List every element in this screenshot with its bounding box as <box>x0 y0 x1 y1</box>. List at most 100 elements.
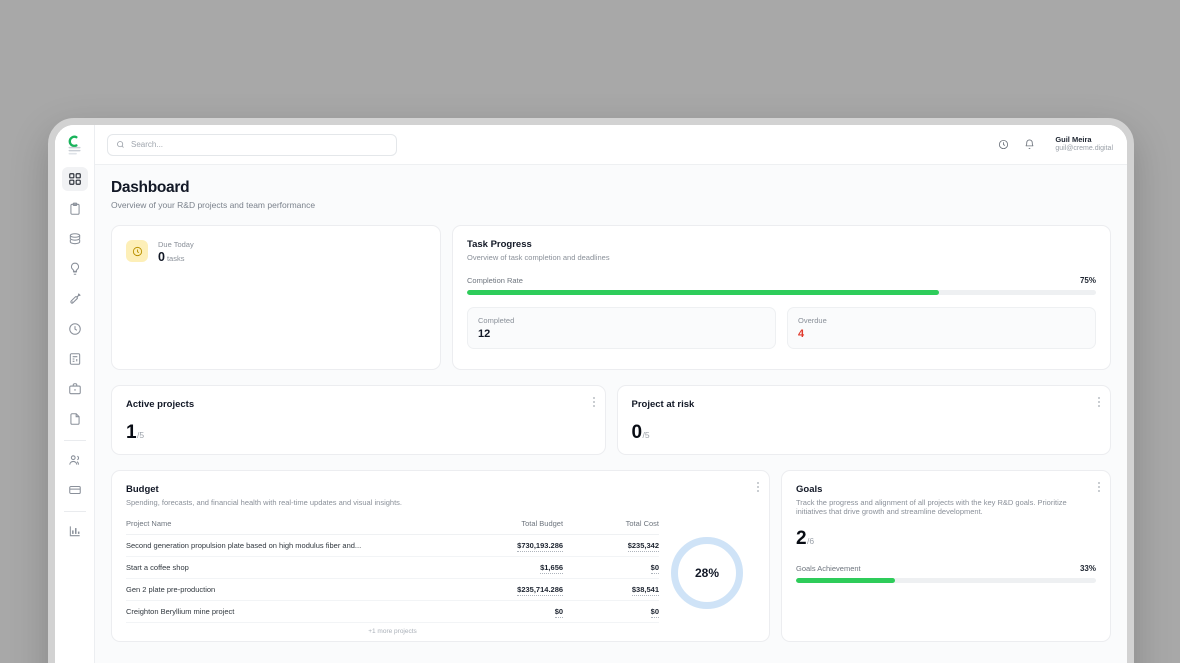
project-at-risk-title: Project at risk <box>631 399 695 410</box>
overdue-stat: Overdue 4 <box>787 307 1096 349</box>
col-project-name: Project Name <box>126 519 457 535</box>
goals-total: /6 <box>806 536 815 546</box>
app-window: V1.0 Search... <box>48 118 1134 663</box>
search-input[interactable]: Search... <box>107 133 397 156</box>
sidebar-item-time-tracking[interactable] <box>62 317 88 341</box>
goals-subtitle: Track the progress and alignment of all … <box>796 498 1067 516</box>
goals-achievement-label: Goals Achievement <box>796 564 861 573</box>
dashboard-content: Dashboard Overview of your R&D projects … <box>95 165 1127 663</box>
user-name: Guil Meira <box>1055 135 1092 145</box>
page-title: Dashboard <box>111 179 190 196</box>
table-row[interactable]: Creighton Beryllium mine project $0 $0 <box>126 600 659 623</box>
table-row[interactable]: Second generation propulsion plate based… <box>126 534 659 557</box>
budget-menu-icon[interactable] <box>757 482 759 494</box>
completed-stat: Completed 12 <box>467 307 776 349</box>
sidebar-item-dashboard[interactable] <box>61 167 88 191</box>
due-today-count: 0 <box>158 250 165 264</box>
row-stats: Active projects 1/5 Project at risk 0/5 <box>111 385 1111 455</box>
user-profile[interactable]: Guil Meira guil@creme.digital <box>1055 135 1113 153</box>
table-row[interactable]: Start a coffee shop $1,656 $0 <box>126 556 659 579</box>
clock-icon <box>126 240 148 262</box>
budget-subtitle: Spending, forecasts, and financial healt… <box>126 498 402 507</box>
budget-card: Budget Spending, forecasts, and financia… <box>111 470 770 642</box>
table-row[interactable]: Gen 2 plate pre-production $235,714.286 $3… <box>126 578 659 601</box>
active-projects-card: Active projects 1/5 <box>111 385 606 455</box>
col-total-cost: Total Cost <box>563 519 659 535</box>
cell-project-name: Second generation propulsion plate based… <box>126 534 457 557</box>
clock-icon[interactable] <box>995 137 1011 153</box>
more-projects-label[interactable]: +1 more projects <box>368 628 417 635</box>
sidebar-item-portfolio[interactable] <box>62 377 88 401</box>
completion-rate-label: Completion Rate <box>467 276 523 285</box>
budget-title: Budget <box>126 484 159 495</box>
col-total-budget: Total Budget <box>456 519 564 535</box>
cell-total-cost[interactable]: $0 <box>563 556 659 579</box>
bell-icon[interactable] <box>1021 137 1037 153</box>
goals-card: Goals Track the progress and alignment o… <box>781 470 1111 642</box>
budget-table: Project Name Total Budget Total Cost Sec… <box>126 519 659 635</box>
sidebar-item-analytics[interactable] <box>62 519 88 543</box>
active-projects-count: 1 <box>126 422 137 443</box>
cell-project-name: Gen 2 plate pre-production <box>126 578 457 601</box>
sidebar-item-reports[interactable] <box>62 347 88 371</box>
active-projects-title: Active projects <box>126 399 195 410</box>
active-projects-menu-icon[interactable] <box>592 397 595 409</box>
budget-donut-ring: 28% <box>671 537 743 609</box>
completion-rate-bar <box>467 290 1096 295</box>
cell-total-budget[interactable]: $0 <box>456 600 564 623</box>
cell-project-name: Start a coffee shop <box>126 556 457 579</box>
active-projects-value: 1/5 <box>126 422 591 444</box>
project-at-risk-menu-icon[interactable] <box>1098 397 1100 409</box>
cell-total-cost[interactable]: $38,541 <box>563 578 659 601</box>
due-today-unit: tasks <box>166 254 185 263</box>
project-at-risk-card: Project at risk 0/5 <box>616 385 1111 455</box>
cell-total-budget[interactable]: $235,714.286 <box>456 578 564 601</box>
creme-logo-icon[interactable] <box>64 134 86 156</box>
row-budget-goals: Budget Spending, forecasts, and financia… <box>111 470 1111 642</box>
goals-achievement-fill <box>796 578 895 583</box>
due-today-value: 0 tasks <box>158 250 194 264</box>
cell-project-name: Creighton Beryllium mine project <box>126 600 457 623</box>
sidebar-divider <box>63 440 86 441</box>
due-today-label: Due Today <box>158 240 194 249</box>
budget-table-header: Project Name Total Budget Total Cost <box>126 519 659 535</box>
overdue-value: 4 <box>798 328 805 340</box>
sidebar-divider-2 <box>63 511 86 512</box>
task-progress-title: Task Progress <box>467 239 532 250</box>
project-at-risk-value: 0/5 <box>632 422 1097 444</box>
sidebar-item-team[interactable] <box>62 448 88 472</box>
task-progress-subtitle: Overview of task completion and deadline… <box>467 253 610 262</box>
sidebar-item-tools[interactable] <box>62 287 88 311</box>
main-area: Search... Guil Meira guil@creme.digital <box>95 125 1127 663</box>
search-icon <box>117 141 124 148</box>
completed-label: Completed <box>478 316 515 325</box>
active-projects-total: /5 <box>136 430 145 440</box>
search-placeholder: Search... <box>131 140 164 149</box>
sidebar-item-tasks[interactable] <box>62 197 88 221</box>
sidebar-item-billing[interactable] <box>62 478 88 502</box>
cell-total-cost[interactable]: $0 <box>563 600 659 623</box>
goals-menu-icon[interactable] <box>1098 482 1100 494</box>
sidebar: V1.0 <box>55 125 95 663</box>
completion-rate-value: 75% <box>1079 276 1096 285</box>
goals-achievement-value: 33% <box>1079 564 1096 573</box>
task-stats: Completed 12 Overdue 4 <box>467 307 1096 349</box>
sidebar-item-ideas[interactable] <box>62 257 88 281</box>
goals-achievement-bar <box>796 578 1096 583</box>
project-at-risk-total: /5 <box>642 430 650 440</box>
user-email: guil@creme.digital <box>1055 144 1113 152</box>
cell-total-cost[interactable]: $235,342 <box>563 534 659 557</box>
cell-total-budget[interactable]: $1,656 <box>456 556 564 579</box>
cell-total-budget[interactable]: $730,193.286 <box>456 534 564 557</box>
project-at-risk-count: 0 <box>631 422 643 443</box>
sidebar-item-database[interactable] <box>62 227 88 251</box>
page-subtitle: Overview of your R&D projects and team p… <box>111 200 316 210</box>
goals-count: 2 <box>796 528 807 549</box>
completed-value: 12 <box>478 328 491 340</box>
sidebar-item-documents[interactable] <box>62 407 88 431</box>
goals-value: 2/6 <box>796 528 1096 550</box>
row-overview: Due Today 0 tasks Task Progress Overview … <box>111 225 1111 370</box>
due-today-card: Due Today 0 tasks <box>111 225 441 370</box>
budget-donut-value: 28% <box>694 566 720 580</box>
